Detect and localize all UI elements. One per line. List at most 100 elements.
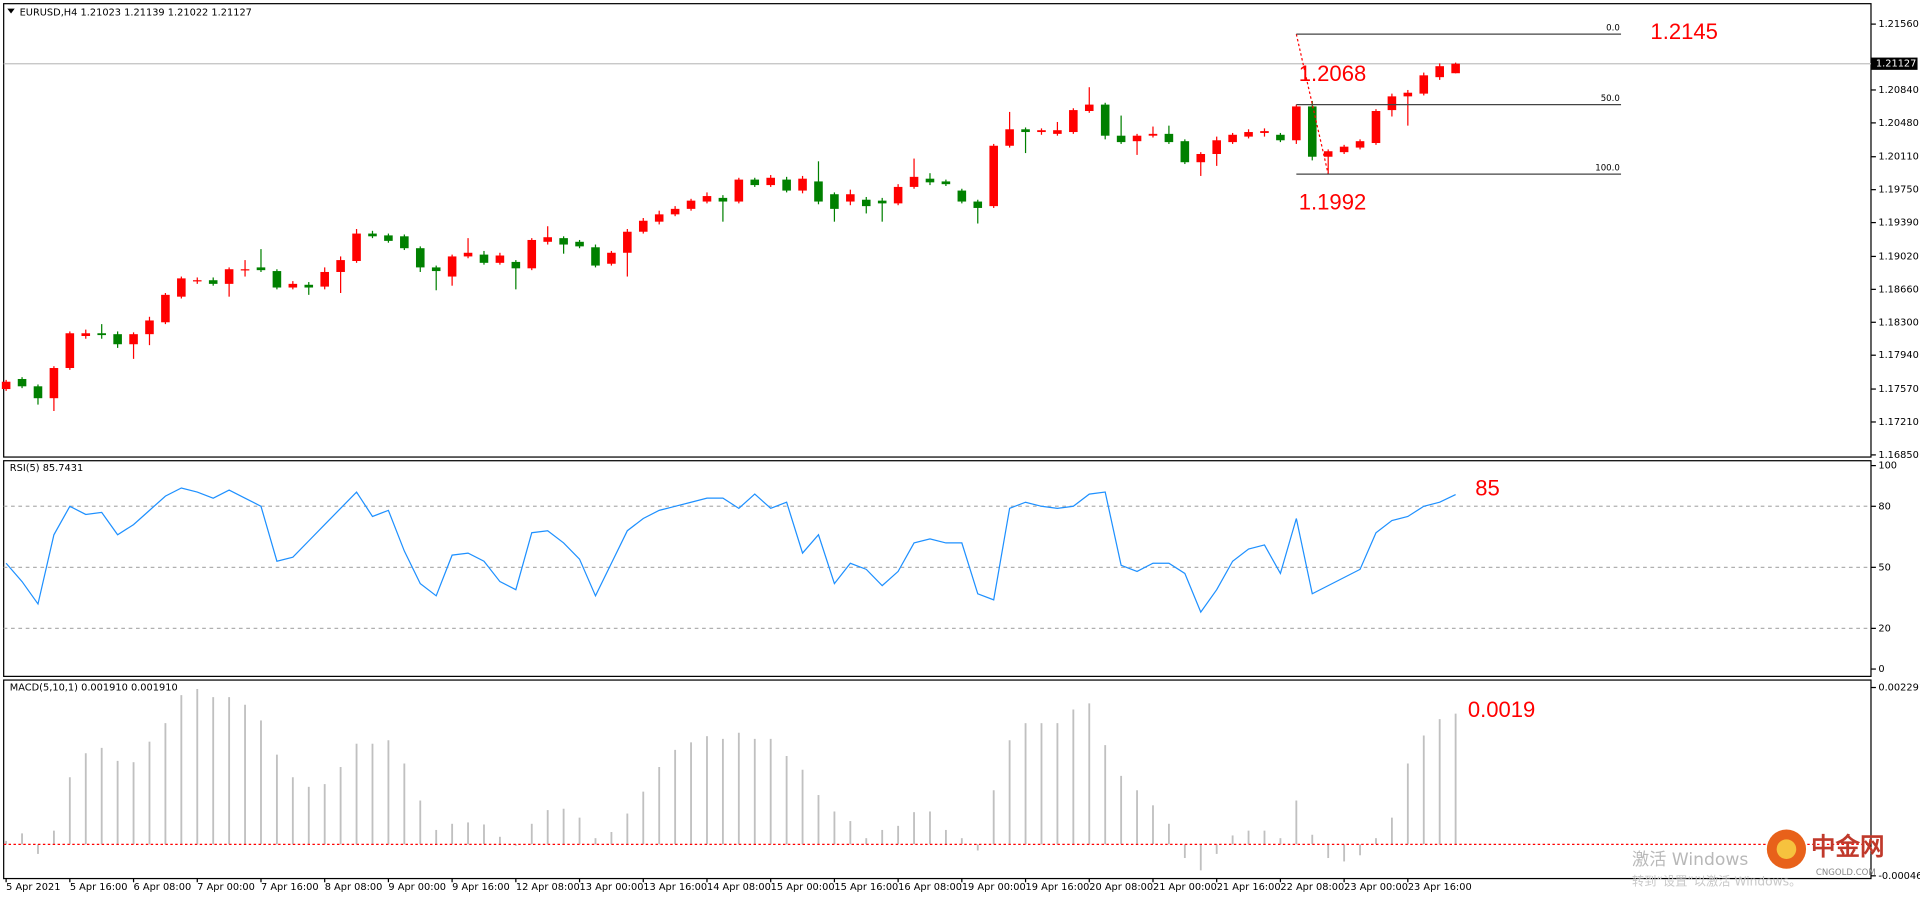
- candle-body: [400, 236, 409, 249]
- candle-body: [224, 269, 234, 284]
- candle-body: [973, 201, 983, 208]
- y-tick-label: 1.17570: [1878, 384, 1919, 395]
- current-price-label: 1.21127: [1876, 59, 1917, 70]
- candle-body: [336, 260, 345, 272]
- x-tick-label: 16 Apr 08:00: [898, 882, 962, 893]
- y-tick-label: 1.21560: [1878, 19, 1919, 30]
- candle-body: [1053, 130, 1062, 134]
- candle-body: [288, 283, 298, 288]
- candle-body: [1451, 63, 1460, 74]
- y-tick-label: 100: [1878, 461, 1897, 472]
- x-tick-label: 5 Apr 16:00: [70, 882, 128, 893]
- candle-body: [1228, 134, 1237, 143]
- menu-triangle[interactable]: [7, 8, 15, 14]
- candle-body: [1196, 153, 1206, 163]
- candle-body: [1005, 129, 1014, 146]
- x-tick-label: 7 Apr 00:00: [197, 882, 255, 893]
- y-tick-label: 1.17940: [1878, 350, 1919, 361]
- y-tick-label: 1.17210: [1878, 417, 1919, 428]
- fib-level-label: 0.0: [1606, 24, 1620, 34]
- y-tick-label: 0.002291: [1878, 683, 1920, 694]
- x-tick-label: 21 Apr 16:00: [1217, 882, 1281, 893]
- candle-body: [925, 178, 935, 183]
- candle-body: [1116, 135, 1126, 143]
- candle-body: [1021, 129, 1030, 133]
- y-tick-label: 1.18300: [1878, 317, 1919, 328]
- current-price-box: [1870, 57, 1918, 70]
- candle-body: [861, 199, 871, 207]
- candle-body: [1100, 104, 1110, 136]
- x-tick-label: 15 Apr 16:00: [834, 882, 898, 893]
- candle-body: [575, 241, 584, 247]
- rsi-line: [5, 487, 1456, 614]
- macd-title: MACD(5,10,1) 0.001910 0.001910: [10, 682, 178, 693]
- candle-body: [320, 271, 329, 287]
- macd-annotation: 0.0019: [1468, 697, 1535, 722]
- candle-body: [49, 368, 59, 399]
- candle-body: [511, 261, 521, 269]
- y-tick-label: 1.20480: [1878, 118, 1919, 129]
- candle-body: [1292, 106, 1301, 141]
- macd-panel: [3, 679, 1872, 880]
- candle-body: [1371, 110, 1381, 144]
- candle-body: [893, 186, 903, 204]
- candle-body: [1069, 110, 1078, 133]
- candle-body: [463, 252, 473, 257]
- y-tick-label: 1.19390: [1878, 218, 1919, 229]
- candle-body: [1148, 133, 1158, 136]
- candle-body: [846, 194, 855, 202]
- candle-body: [782, 179, 791, 191]
- fib-level-label: 50.0: [1601, 94, 1620, 104]
- candle-body: [1276, 134, 1285, 141]
- x-tick-label: 13 Apr 16:00: [643, 882, 707, 893]
- main-panel: [3, 3, 1872, 458]
- candle-body: [1084, 104, 1094, 111]
- candle-body: [527, 239, 537, 269]
- x-tick-label: 23 Apr 16:00: [1408, 882, 1472, 893]
- candle-body: [734, 179, 744, 202]
- rsi-panel: [3, 460, 1872, 677]
- logo-mark-inner: [1776, 839, 1797, 859]
- y-tick-label: -0.00046: [1878, 871, 1920, 882]
- y-tick-label: 1.20840: [1878, 85, 1919, 96]
- candle-body: [623, 231, 632, 253]
- y-tick-label: 1.19020: [1878, 251, 1919, 262]
- candle-body: [129, 334, 138, 345]
- fib-price-label: 1.2068: [1299, 61, 1366, 86]
- y-tick-label: 1.16850: [1878, 450, 1919, 461]
- candle-body: [1164, 133, 1174, 143]
- candle-body: [177, 278, 186, 297]
- y-tick-label: 50: [1878, 562, 1890, 573]
- watermark-line1: 激活 Windows: [1632, 850, 1748, 870]
- x-tick-label: 13 Apr 00:00: [580, 882, 644, 893]
- candle-body: [686, 200, 696, 209]
- y-tick-label: 20: [1878, 623, 1890, 634]
- candle-body: [161, 294, 170, 323]
- fib-level-label: 100.0: [1595, 163, 1620, 173]
- candle-body: [65, 333, 75, 369]
- logo-subtext: CNGOLD.COM: [1816, 868, 1876, 878]
- fib-price-label: 1.1992: [1299, 189, 1366, 214]
- candle-body: [607, 252, 616, 264]
- candle-body: [97, 333, 106, 336]
- candle-body: [750, 179, 760, 186]
- candle-body: [1132, 135, 1142, 142]
- candle-body: [81, 333, 91, 337]
- candle-body: [384, 235, 393, 241]
- x-tick-label: 8 Apr 08:00: [325, 882, 383, 893]
- candle-body: [1355, 141, 1365, 148]
- candle-body: [113, 334, 122, 345]
- candle-body: [591, 247, 600, 266]
- candle-body: [479, 254, 489, 263]
- candle-body: [1244, 132, 1253, 137]
- candle-body: [877, 200, 887, 204]
- candle-body: [272, 271, 282, 288]
- candle-body: [33, 386, 43, 399]
- candle-body: [192, 280, 202, 282]
- candle-body: [989, 145, 998, 207]
- candle-body: [208, 280, 218, 284]
- candle-body: [431, 267, 441, 272]
- candle-body: [304, 284, 314, 288]
- x-tick-label: 14 Apr 08:00: [707, 882, 771, 893]
